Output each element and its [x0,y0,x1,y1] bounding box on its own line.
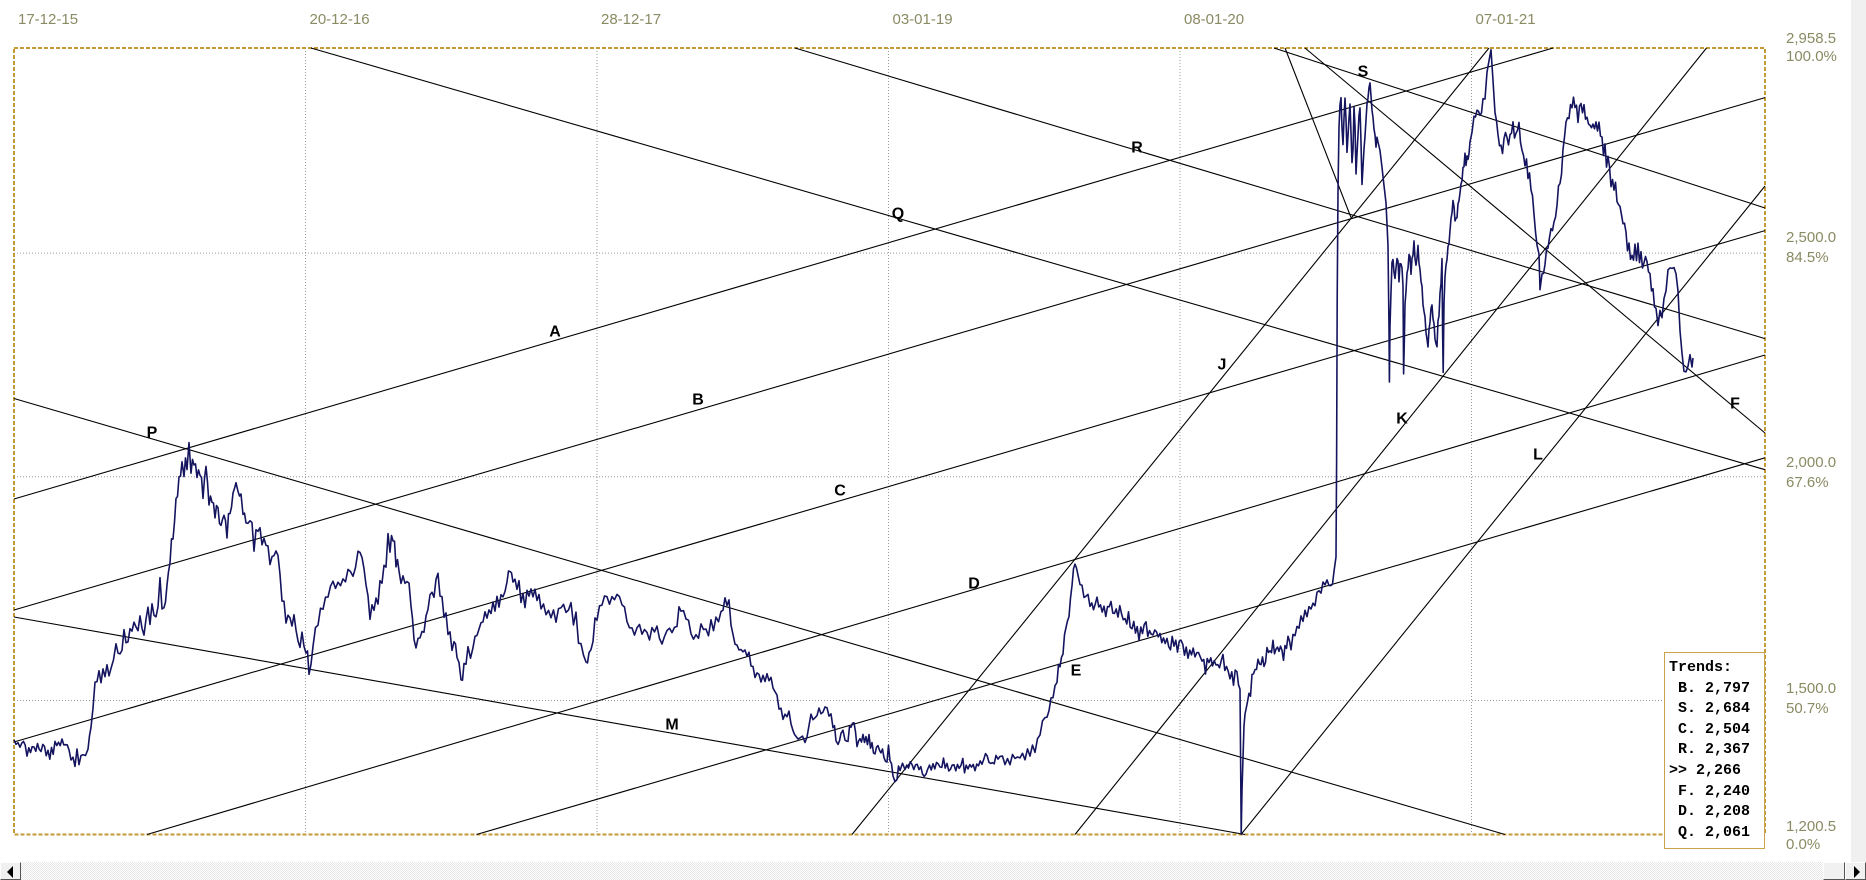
svg-text:L: L [1533,447,1543,464]
svg-text:P: P [147,425,158,442]
svg-text:K: K [1396,411,1408,428]
svg-text:R: R [1131,140,1143,157]
svg-text:F: F [1730,396,1740,413]
svg-text:E: E [1071,663,1082,680]
svg-text:C: C [834,483,846,500]
svg-text:Q: Q [892,206,904,223]
svg-text:M: M [665,717,678,734]
svg-text:D: D [968,576,980,593]
svg-text:A: A [549,324,561,341]
svg-text:B: B [692,392,704,409]
svg-text:S: S [1358,64,1369,81]
svg-text:J: J [1218,357,1227,374]
